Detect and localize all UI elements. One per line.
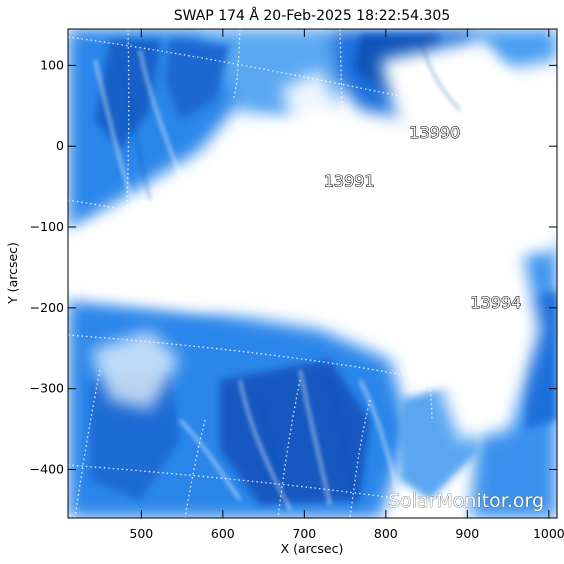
x-tick-label: 700 (292, 526, 316, 541)
active-region-label: 13994 (470, 293, 521, 312)
y-tick-label: 100 (40, 57, 64, 72)
solarmonitor-watermark: SolarMonitor.org (388, 490, 544, 512)
y-tick-label: −400 (30, 462, 64, 477)
solar-plasma-image (68, 29, 557, 518)
x-tick-label: 800 (374, 526, 398, 541)
active-region-labels: 13990 13991 13994 (323, 123, 522, 313)
y-tick-label: −300 (30, 381, 64, 396)
x-tick-label: 1000 (533, 526, 564, 541)
x-axis-label: X (arcsec) (281, 541, 344, 556)
active-region-label: 13991 (324, 172, 375, 191)
y-tick-label: −100 (30, 219, 64, 234)
y-tick-label: −200 (30, 300, 64, 315)
x-axis-ticks: 500 600 700 800 900 1000 (129, 29, 564, 541)
active-region-label: 13990 (409, 123, 460, 142)
y-axis-ticks: 100 0 −100 −200 −300 −400 (30, 57, 557, 477)
x-tick-label: 500 (129, 526, 153, 541)
x-tick-label: 600 (211, 526, 235, 541)
image-title: SWAP 174 Å 20-Feb-2025 18:22:54.305 (174, 7, 450, 24)
y-axis-label: Y (arcsec) (5, 242, 20, 305)
plot-frame (67, 28, 558, 519)
x-tick-label: 900 (455, 526, 479, 541)
y-tick-label: 0 (56, 138, 64, 153)
